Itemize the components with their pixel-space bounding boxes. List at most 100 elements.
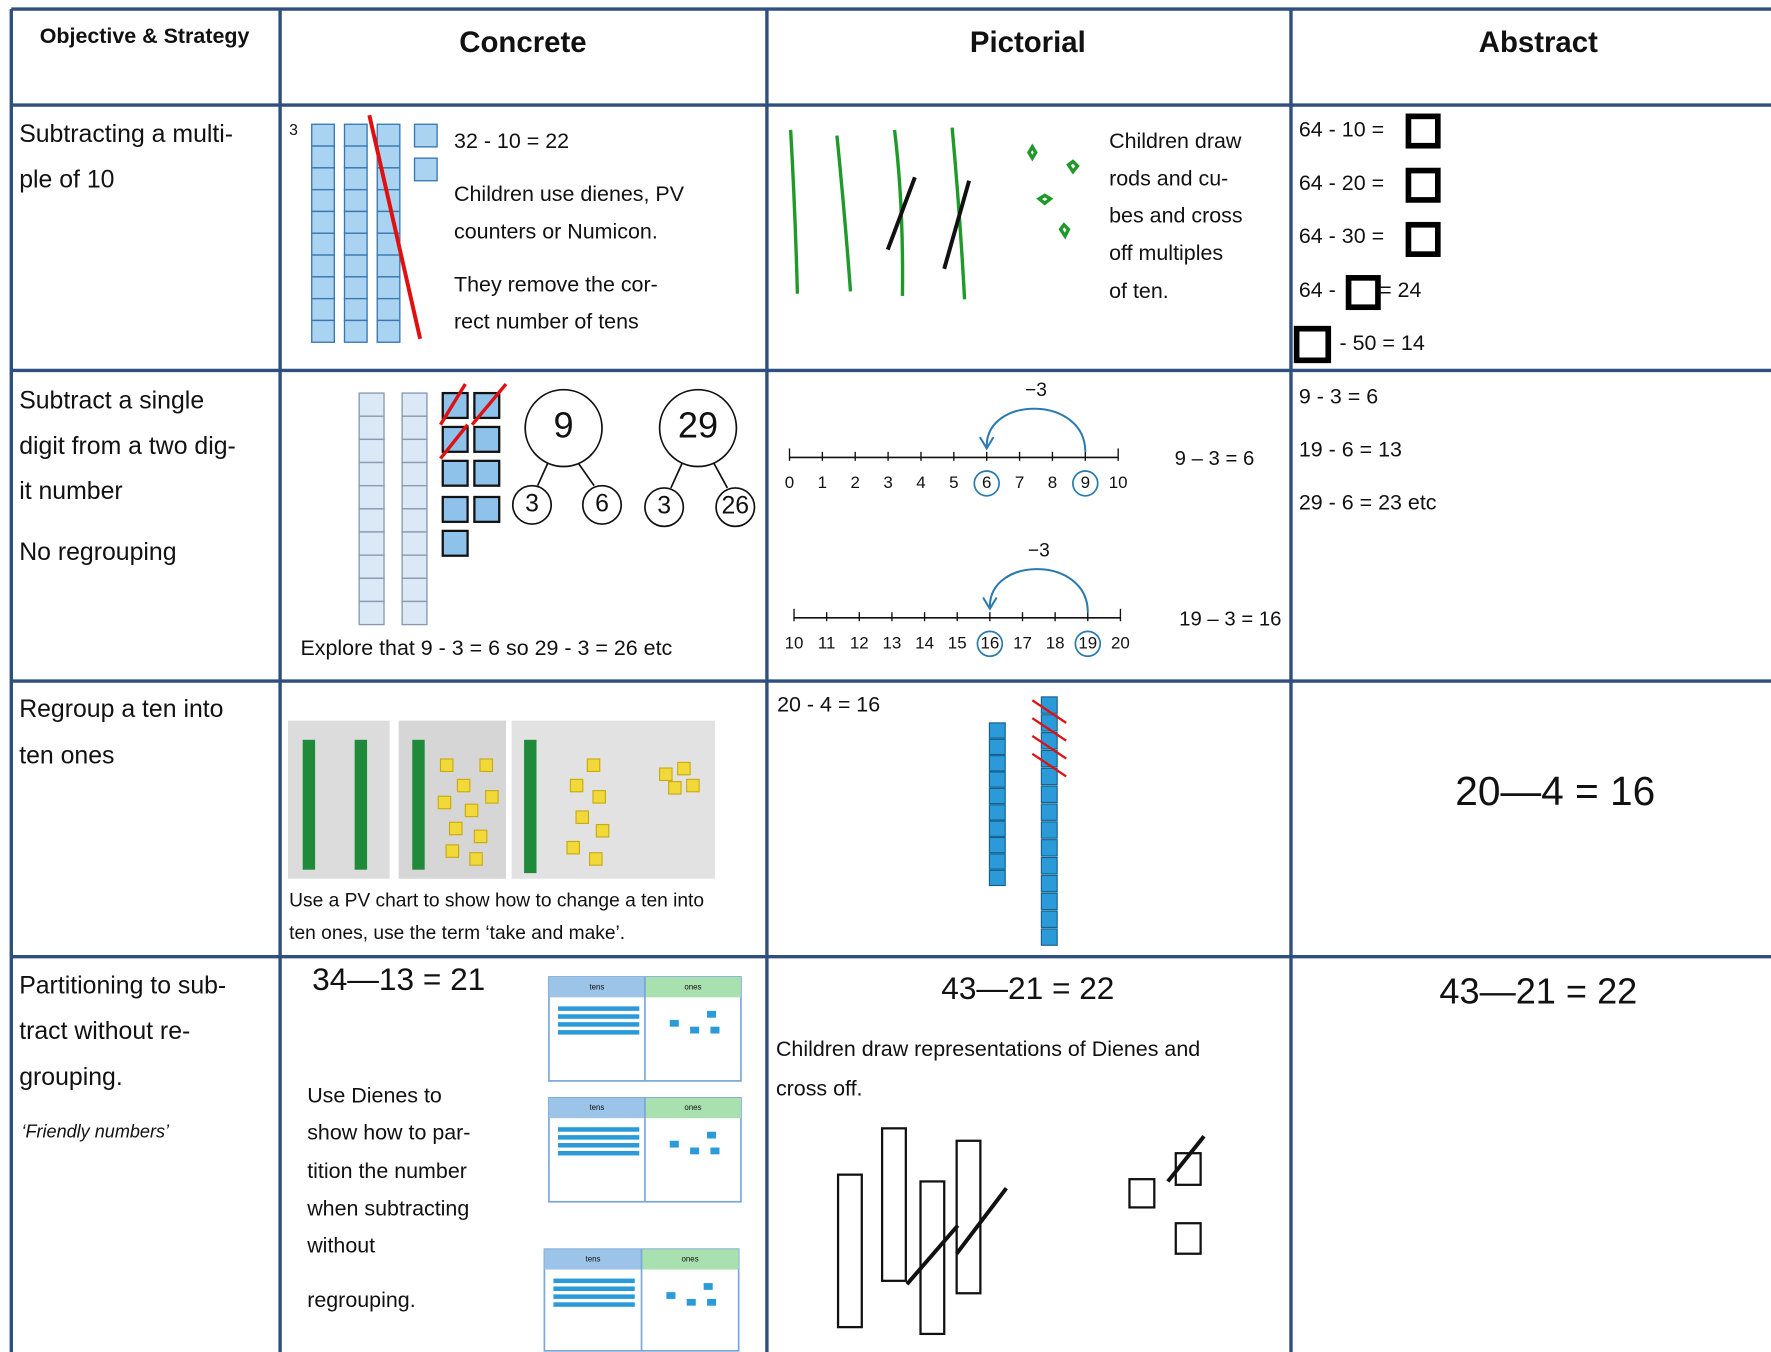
number-line-label: 10 [1109, 473, 1128, 492]
one-cube [707, 1131, 717, 1139]
dienes-cube [401, 415, 428, 441]
answer-boxes [1293, 113, 1441, 364]
dienes-cube [358, 554, 385, 579]
dienes-cube [401, 508, 428, 533]
dienes-illustration [358, 382, 508, 626]
dienes-cube [358, 485, 385, 510]
pv-header: tens [589, 1103, 604, 1112]
part-whole-number: 6 [595, 490, 609, 517]
cube [589, 852, 603, 866]
cube [686, 778, 700, 793]
dienes-cube [358, 392, 385, 417]
number-lines [788, 407, 1122, 658]
objective-text: Subtract a single [19, 388, 204, 415]
cube [586, 758, 601, 773]
abstract-text: 64 - 10 = [1299, 118, 1384, 142]
dienes-cube [343, 167, 368, 191]
dienes-cube [343, 123, 368, 147]
number-line-label: 19 [1078, 633, 1097, 652]
pv-head [644, 1097, 741, 1119]
cube [1040, 874, 1058, 893]
jump-label: −3 [1028, 540, 1050, 561]
dienes-cube [376, 123, 401, 147]
objective-text: Partitioning to sub- [19, 973, 226, 1000]
ten-rod [557, 1135, 640, 1140]
part-whole-number: 9 [554, 405, 574, 446]
concrete-text: tition the number [307, 1159, 467, 1183]
number-line-label: 0 [785, 473, 794, 492]
ones-cube [441, 459, 469, 487]
pv-head [544, 1249, 642, 1270]
cube [988, 787, 1006, 805]
circle-mark [1072, 470, 1099, 497]
arrow-head [982, 596, 998, 611]
one-cube [686, 1298, 696, 1306]
cross-out [1031, 735, 1067, 760]
objective-text: ten ones [19, 742, 114, 769]
dienes-cube [358, 508, 385, 533]
dienes-cube [358, 461, 385, 487]
cube [988, 869, 1006, 887]
abstract-equation: 43—21 = 22 [1439, 970, 1637, 1011]
dienes-cube [343, 297, 368, 322]
cube [439, 758, 454, 773]
cube [464, 803, 479, 818]
cube [595, 823, 610, 838]
pv-head [641, 1249, 739, 1270]
pv-charts [543, 976, 742, 1352]
pictorial-text: Children draw representations of Dienes … [776, 1037, 1200, 1061]
ten-rod [557, 1150, 640, 1156]
pv-head [644, 977, 741, 998]
cube [473, 829, 488, 844]
pv-head [548, 977, 645, 998]
column-header: Objective & Strategy [40, 24, 250, 48]
drawn-dienes [836, 1127, 1206, 1336]
cube [988, 804, 1006, 821]
pv-header: tens [589, 982, 604, 991]
number-line-label: 9 [1081, 473, 1090, 492]
dienes-cube [311, 319, 335, 343]
pictorial-text: cross off. [776, 1077, 863, 1101]
abstract-text: 64 - [1299, 278, 1336, 302]
cube [988, 755, 1006, 772]
number-line-label: 8 [1048, 473, 1057, 492]
cube [1040, 821, 1058, 839]
dienes-cube [401, 577, 428, 603]
cube [445, 844, 460, 858]
ones-cube [473, 459, 501, 487]
number-line-label: 10 [785, 633, 804, 652]
cube [437, 795, 452, 810]
number-line-label: 7 [1015, 473, 1024, 492]
concrete-text: show how to par- [307, 1121, 470, 1145]
jump-label: −3 [1025, 380, 1047, 401]
ten-rod [557, 1006, 640, 1011]
concrete-text: Use Dienes to [307, 1083, 442, 1107]
one-cube [703, 1283, 713, 1290]
dienes-illustration [311, 123, 438, 343]
objective-text: Subtracting a multi- [19, 121, 233, 148]
number-line-label: 2 [851, 473, 860, 492]
concrete-text: counters or Numicon. [454, 219, 658, 243]
pv-head [548, 1097, 645, 1119]
column-header: Pictorial [970, 26, 1086, 59]
cross-out [1031, 752, 1067, 778]
dienes-cube [376, 297, 401, 322]
dienes-cube [343, 188, 368, 213]
dienes-cube [358, 577, 385, 603]
cross-out [1031, 717, 1067, 742]
cross-out [439, 383, 467, 426]
dienes-cube [343, 145, 368, 169]
ones-cube [441, 495, 469, 523]
concrete-text: without [306, 1234, 375, 1258]
number-line-label: 3 [883, 473, 892, 492]
ten-rod [553, 1302, 635, 1307]
dienes-cube [413, 123, 438, 148]
ten-rod [553, 1278, 635, 1284]
dienes-cube [413, 157, 438, 182]
dienes-cube [311, 232, 335, 256]
objective-text: digit from a two dig- [19, 433, 236, 460]
abstract-equation: 20—4 = 16 [1455, 768, 1655, 814]
number-line-label: 4 [916, 473, 925, 492]
